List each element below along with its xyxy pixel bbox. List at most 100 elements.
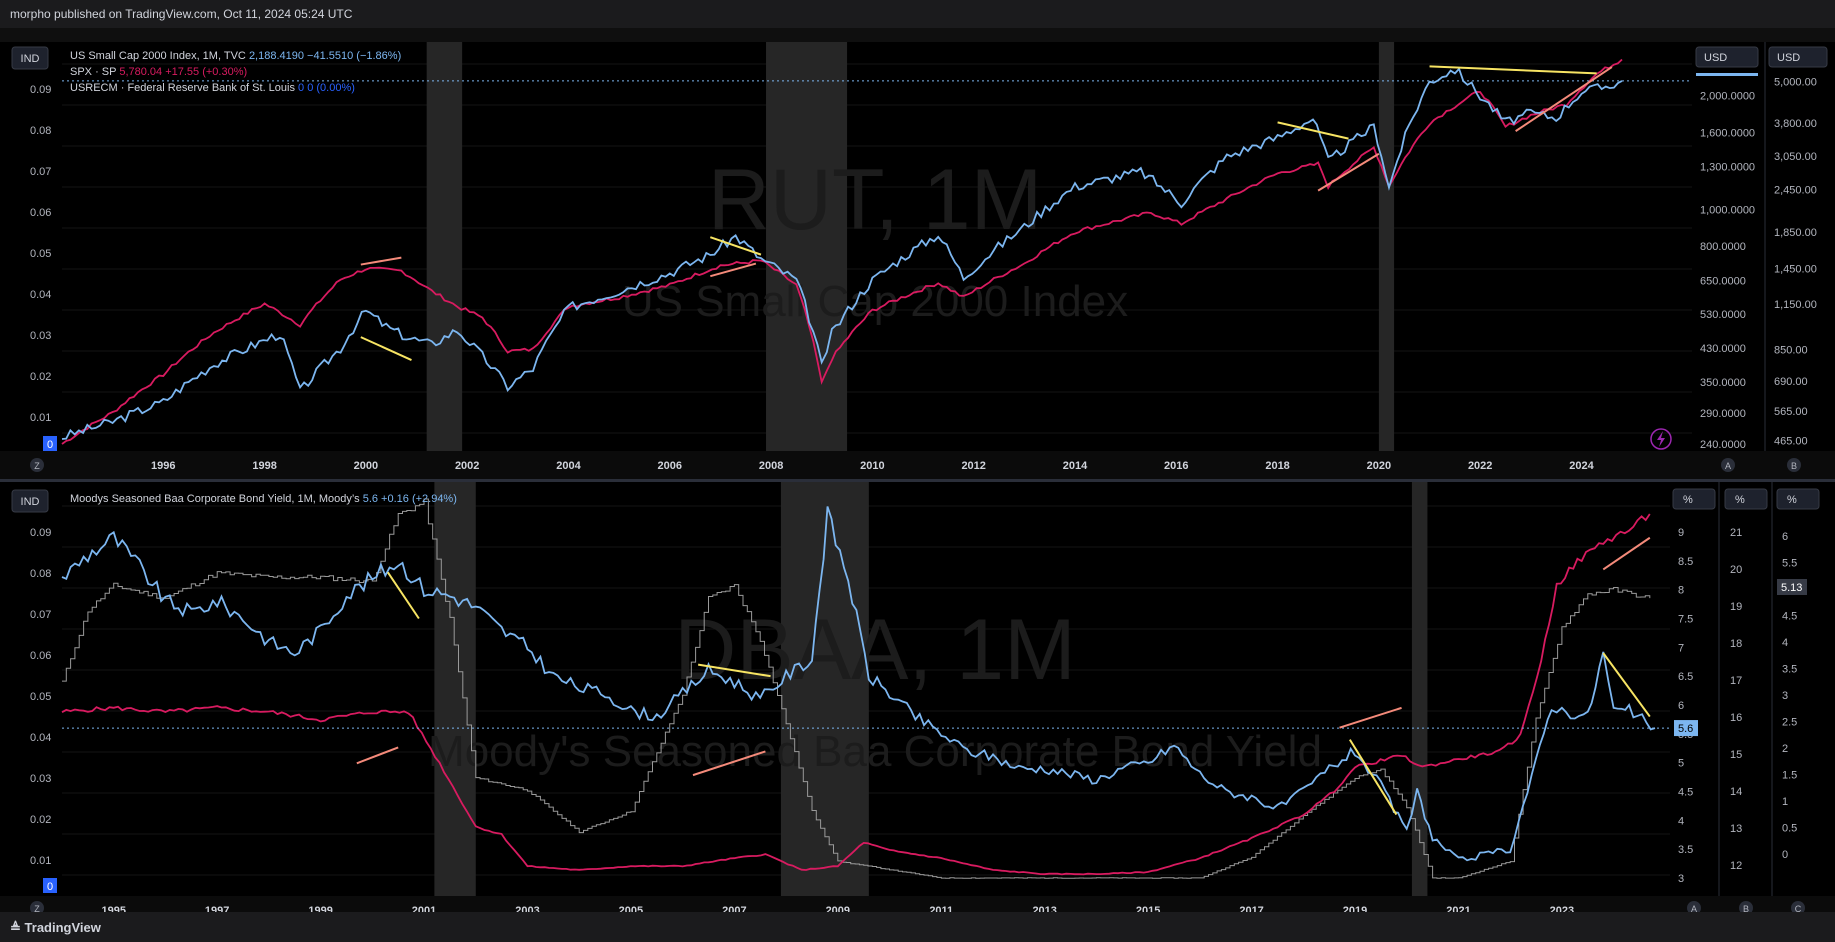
gray-axis-tick: 5.5: [1782, 558, 1797, 570]
legend-value: 5.6 +0.16 (+2.94%): [363, 493, 457, 505]
corner-button[interactable]: [1687, 901, 1701, 915]
orange-trendline[interactable]: [1317, 152, 1380, 192]
bottom-ind-label: IND: [21, 496, 40, 508]
bottom-watermark-small: Moody's Seasoned Baa Corporate Bond Yiel…: [428, 727, 1322, 776]
time-axis-tick: 1996: [151, 460, 175, 472]
yellow-trendline[interactable]: [360, 336, 412, 361]
gray-axis-tick: 3.5: [1782, 664, 1797, 676]
corner-button[interactable]: [30, 458, 44, 472]
spx-currency-label: USD: [1777, 52, 1800, 64]
rut-axis-tick: 1,600.0000: [1700, 127, 1755, 139]
pink-line[interactable]: [61, 513, 1651, 876]
time-axis-tick: 2008: [759, 460, 783, 472]
rut-currency-label: USD: [1704, 52, 1727, 64]
recession-band: [1378, 42, 1395, 451]
spx-currency-button[interactable]: [1768, 46, 1828, 68]
gray-unit-button[interactable]: [1776, 488, 1820, 510]
bottom-zero-badge: [43, 878, 57, 893]
pane-separator[interactable]: [0, 479, 1835, 482]
orange-trendline[interactable]: [692, 750, 766, 777]
spx-axis-tick: 1,450.00: [1774, 264, 1817, 276]
corner-button[interactable]: [30, 901, 44, 915]
legend-item[interactable]: USRECM · Federal Reserve Bank of St. Lou…: [70, 82, 355, 94]
orange-trendline[interactable]: [356, 746, 399, 765]
tradingview-logo[interactable]: ≜ TradingView: [10, 920, 101, 936]
left-axis-tick: 0.09: [30, 84, 51, 96]
top-time-axis[interactable]: [0, 451, 1835, 479]
orange-trendline[interactable]: [1602, 536, 1651, 571]
yellow-trendline[interactable]: [1348, 739, 1398, 816]
orange-trendline[interactable]: [1515, 66, 1613, 132]
time-axis-tick: 2014: [1063, 460, 1088, 472]
gray-axis-tick: 2.5: [1782, 717, 1797, 729]
rut-axis-tick: 240.0000: [1700, 439, 1746, 451]
legend-item[interactable]: US Small Cap 2000 Index, 1M, TVC 2,188.4…: [70, 50, 401, 62]
legend-item[interactable]: SPX · SP 5,780.04 +17.55 (+0.30%): [70, 66, 247, 78]
gray-axis-tick: 6: [1782, 531, 1788, 543]
legend-value: 2,188.4190 −41.5510 (−1.86%): [249, 50, 401, 62]
bottom-ind-button[interactable]: [11, 489, 49, 513]
bottom-watermark-big: DBAA, 1M: [674, 602, 1075, 698]
lightning-bolt-icon: [1657, 431, 1665, 447]
gray-axis-tick: 0: [1782, 849, 1788, 861]
pink-unit-button[interactable]: [1724, 488, 1768, 510]
left-axis-tick: 0.03: [30, 773, 51, 785]
corner-button-label: C: [1795, 904, 1802, 914]
rut-currency-button[interactable]: [1695, 46, 1759, 68]
left-axis-tick: 0.09: [30, 527, 51, 539]
bottom-pane[interactable]: [0, 482, 1835, 926]
spx-line[interactable]: [61, 58, 1623, 445]
footer-brand: TradingView: [24, 920, 101, 935]
top-ind-button[interactable]: [11, 46, 49, 70]
yield-axis-tick: 7.5: [1678, 614, 1693, 626]
chart-canvas[interactable]: RUT, 1M US Small Cap 2000 Index DBAA, 1M…: [0, 28, 1835, 940]
yellow-trendline[interactable]: [709, 236, 762, 256]
corner-button[interactable]: [1721, 458, 1735, 472]
top-pane[interactable]: [0, 42, 1835, 479]
orange-trendline[interactable]: [360, 256, 402, 266]
top-zero-badge-text: 0: [47, 439, 53, 451]
rut-line[interactable]: [61, 67, 1623, 440]
rut-price-marker: [1696, 73, 1758, 76]
gray-last-badge-text: 5.13: [1781, 582, 1802, 594]
orange-trendline[interactable]: [710, 262, 757, 278]
spx-axis-tick: 565.00: [1774, 406, 1808, 418]
corner-button[interactable]: [1739, 901, 1753, 915]
bottom-zero-badge-text: 0: [47, 881, 53, 893]
corner-button[interactable]: [1791, 901, 1805, 915]
corner-button[interactable]: [1787, 458, 1801, 472]
yellow-trendline[interactable]: [387, 571, 420, 620]
pink-axis-tick: 18: [1730, 638, 1742, 650]
left-axis-tick: 0.02: [30, 814, 51, 826]
publisher-header: morpho published on TradingView.com, Oct…: [0, 0, 1835, 28]
orange-trendline[interactable]: [1339, 706, 1402, 729]
pink-axis-tick: 20: [1730, 564, 1742, 576]
legend-item[interactable]: Moodys Seasoned Baa Corporate Bond Yield…: [70, 493, 457, 505]
gray-axis-tick: 1: [1782, 796, 1788, 808]
recession-band: [766, 42, 848, 451]
yellow-trendline[interactable]: [698, 663, 771, 678]
pink-axis-tick: 13: [1730, 823, 1742, 835]
corner-button-label: Z: [34, 461, 40, 471]
gray-axis-tick: 4: [1782, 637, 1788, 649]
right-axis-panel[interactable]: [1692, 42, 1835, 451]
yield-unit-button[interactable]: [1672, 488, 1716, 510]
time-axis-tick: 2000: [354, 460, 378, 472]
baa-yield-line[interactable]: [61, 506, 1656, 862]
yellow-trendline[interactable]: [1429, 65, 1597, 75]
gray-step-line[interactable]: [62, 498, 1651, 879]
yield-axis-tick: 7: [1678, 642, 1684, 654]
yield-axis-tick: 8.5: [1678, 556, 1693, 568]
yellow-trendline[interactable]: [1602, 652, 1651, 718]
legend-name: US Small Cap 2000 Index, 1M, TVC: [70, 50, 249, 62]
legend-value: 0 0 (0.00%): [298, 82, 355, 94]
right-axis-panel[interactable]: [1670, 482, 1835, 896]
lightning-icon[interactable]: [1650, 428, 1672, 450]
gray-axis-tick: 1.5: [1782, 770, 1797, 782]
yield-axis-tick: 9: [1678, 527, 1684, 539]
pink-axis-tick: 14: [1730, 786, 1742, 798]
left-axis-tick: 0.05: [30, 691, 51, 703]
yellow-trendline[interactable]: [1277, 121, 1349, 140]
corner-button-label: A: [1725, 461, 1731, 471]
left-axis-tick: 0.01: [30, 412, 51, 424]
